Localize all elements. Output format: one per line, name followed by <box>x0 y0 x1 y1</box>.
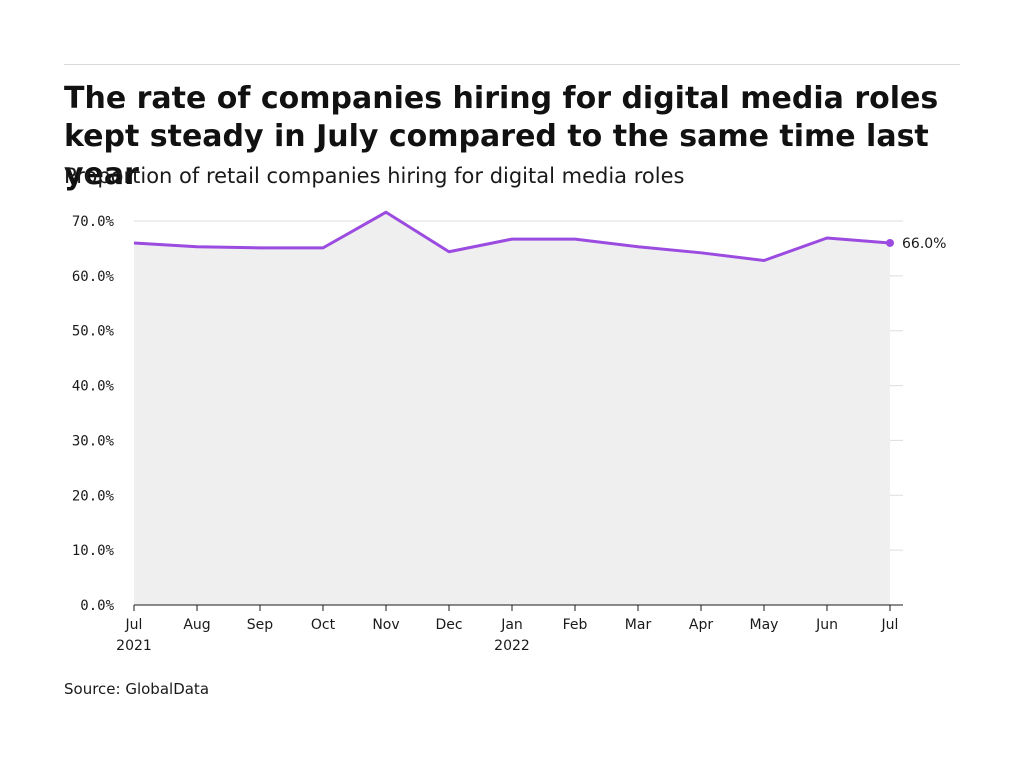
y-tick-label: 70.0% <box>72 214 115 230</box>
x-tick-label: Sep <box>247 617 274 633</box>
chart-title: The rate of companies hiring for digital… <box>64 81 939 192</box>
end-point-marker <box>886 238 894 247</box>
x-tick-label: Jul 2021 <box>116 617 152 654</box>
top-divider <box>64 64 960 65</box>
end-value-label: 66.0% <box>902 236 946 252</box>
x-tick-label: Jun <box>815 617 838 633</box>
y-tick-label: 20.0% <box>72 488 115 504</box>
x-tick-label: Aug <box>183 617 210 633</box>
y-axis-ticks: 0.0% 10.0% 20.0% 30.0% 40.0% 50.0% 60.0% 70.0% <box>72 214 115 614</box>
x-axis-ticks: Jul 2021 Aug Sep Oct Nov Dec Jan 2022 Feb Mar Apr Ma… <box>116 605 898 654</box>
x-tick-label: Mar <box>625 617 652 633</box>
y-tick-label: 10.0% <box>72 543 115 559</box>
area-fill <box>134 212 890 606</box>
y-tick-label: 50.0% <box>72 324 115 340</box>
source-note: Source: GlobalData <box>64 680 210 698</box>
x-tick-label: Jul <box>881 617 899 633</box>
series-line <box>133 210 891 262</box>
y-tick-label: 30.0% <box>72 433 115 449</box>
y-tick-label: 60.0% <box>72 269 115 285</box>
y-tick-label: 40.0% <box>72 379 115 395</box>
chart-subtitle: Proportion of retail companies hiring fo… <box>64 164 685 188</box>
x-tick-label: May <box>750 617 779 633</box>
x-tick-label: Jan 2022 <box>494 617 530 654</box>
x-tick-label: Oct <box>311 617 336 633</box>
x-tick-label: Apr <box>689 617 713 633</box>
x-tick-label: Dec <box>435 617 462 633</box>
x-tick-label: Feb <box>563 617 588 633</box>
x-tick-label: Nov <box>372 617 399 633</box>
y-tick-label: 0.0% <box>80 598 114 614</box>
